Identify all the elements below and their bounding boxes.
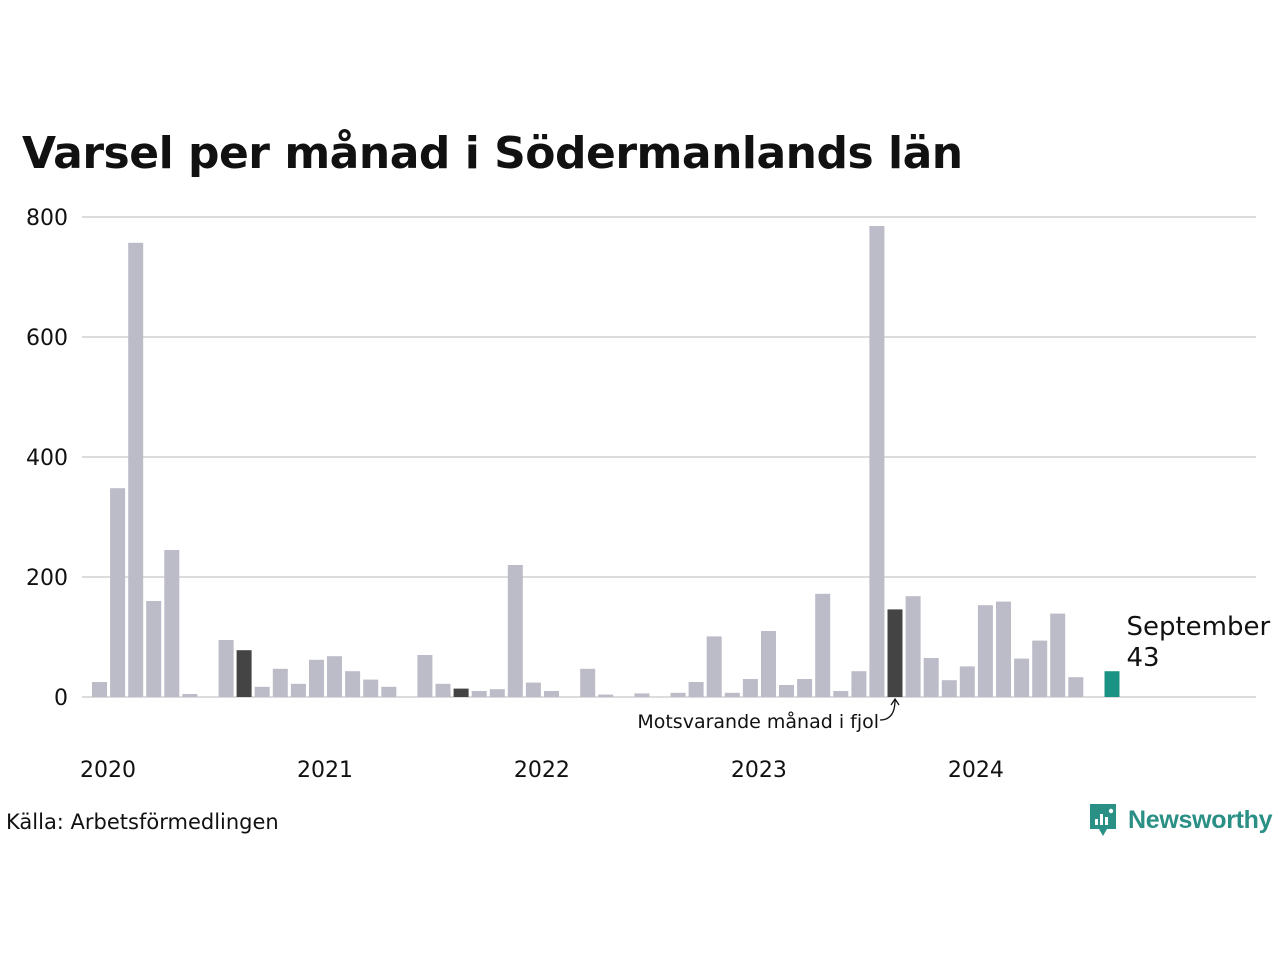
annotation-arrow: [879, 699, 896, 721]
x-tick-label-2023: 2023: [731, 758, 787, 783]
bar-2021-11: [489, 689, 505, 697]
x-tick-label-2020: 2020: [80, 758, 136, 783]
highlight-month-label: September: [1126, 612, 1270, 642]
bar-2020-03: [128, 242, 144, 698]
bar-2021-12: [507, 565, 523, 697]
y-tick-label: 600: [26, 326, 68, 351]
last-year-annotation: Motsvarande månad i fjol: [637, 710, 879, 733]
bar-2023-07: [851, 671, 867, 697]
bar-2024-04: [1014, 658, 1030, 697]
annotations: September 43 Motsvarande månad i fjol: [637, 612, 1270, 733]
bar-2023-04: [797, 679, 813, 697]
bar-2021-07: [417, 655, 433, 697]
bar-2023-08: [869, 226, 885, 697]
y-tick-label: 0: [54, 686, 68, 711]
bar-2020-10: [254, 686, 270, 697]
bar-2022-12: [724, 692, 740, 697]
bar-2021-01: [309, 659, 324, 697]
bar-2021-09: [453, 688, 469, 697]
y-axis-labels: 0 200 400 600 800: [26, 206, 68, 711]
bar-2022-02: [544, 691, 559, 697]
bar-2023-05: [815, 593, 831, 697]
newsworthy-logo-icon: [1090, 804, 1116, 836]
bar-2020-09: [236, 650, 252, 697]
bar-2021-02: [327, 656, 342, 697]
bar-2023-11: [923, 658, 939, 697]
bar-2021-10: [471, 691, 487, 697]
bar-chart: 0 200 400 600 800 2020 2021 2022 2023 2024 Septe…: [26, 206, 1271, 783]
bar-2020-05: [164, 550, 180, 697]
bar-2020-02: [110, 488, 126, 697]
bar-2022-09: [670, 692, 686, 697]
bar-2022-05: [598, 694, 614, 697]
bar-2021-08: [435, 683, 451, 697]
grid-lines: [82, 216, 1256, 698]
bar-2023-06: [833, 691, 849, 697]
chart-title: Varsel per månad i Södermanlands län: [22, 128, 963, 179]
bar-2020-01: [92, 682, 107, 697]
highlight-value-label: 43: [1126, 643, 1159, 673]
y-tick-label: 200: [26, 566, 68, 591]
x-tick-label-2021: 2021: [297, 758, 353, 783]
bar-2023-09: [887, 609, 903, 697]
bar-2024-07: [1068, 677, 1084, 697]
bar-2020-11: [272, 668, 288, 697]
bar-2022-10: [688, 682, 704, 697]
bar-2023-02: [761, 631, 776, 697]
x-tick-label-2022: 2022: [514, 758, 570, 783]
y-tick-label: 400: [26, 446, 68, 471]
annotation-arrowhead: [890, 697, 900, 706]
bar-2023-01: [742, 679, 758, 697]
bar-2022-11: [706, 636, 722, 697]
bar-2024-05: [1032, 640, 1048, 697]
bar-2021-04: [363, 679, 379, 697]
bar-2024-09: [1104, 671, 1120, 697]
bar-2024-02: [977, 605, 993, 697]
bar-2022-01: [525, 682, 541, 697]
brand-name: Newsworthy: [1128, 805, 1273, 834]
x-tick-label-2024: 2024: [948, 758, 1004, 783]
bar-2022-04: [580, 668, 596, 697]
bar-2020-04: [146, 601, 162, 697]
brand-logo[interactable]: Newsworthy: [1088, 802, 1273, 838]
bar-2021-05: [381, 686, 397, 697]
bar-2020-06: [182, 694, 198, 697]
bar-2020-12: [290, 683, 306, 697]
bar-2022-07: [634, 693, 650, 697]
bar-2024-01: [959, 666, 975, 697]
bar-2023-12: [941, 680, 957, 697]
bar-2023-10: [905, 596, 921, 697]
bars: [92, 226, 1120, 698]
y-tick-label: 800: [26, 206, 68, 231]
bar-2021-03: [345, 671, 361, 697]
bar-2023-03: [779, 685, 794, 697]
x-axis-labels: 2020 2021 2022 2023 2024: [80, 758, 1004, 783]
source-note: Källa: Arbetsförmedlingen: [6, 810, 279, 834]
bar-2020-08: [218, 640, 234, 697]
bar-2024-03: [996, 601, 1011, 697]
bar-2024-06: [1050, 613, 1066, 697]
